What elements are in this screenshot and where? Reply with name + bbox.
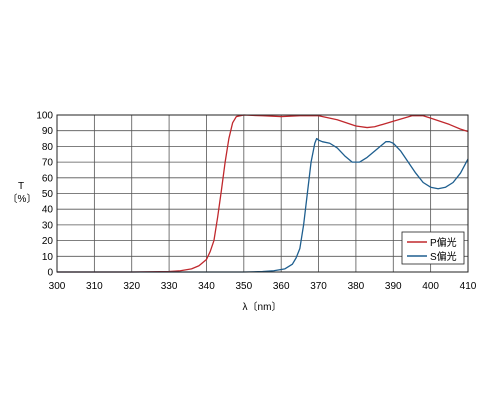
y-tick-label: 70 [42, 158, 54, 169]
y-tick-label: 100 [36, 111, 53, 122]
y-tick-label: 10 [42, 252, 54, 263]
legend-box [401, 231, 465, 265]
x-tick-label: 370 [310, 281, 327, 292]
plot-area-frame [56, 114, 469, 273]
y-axis-label-unit: 〔%〕 [8, 193, 37, 205]
y-tick-label: 80 [42, 142, 54, 153]
y-tick-label: 0 [47, 268, 53, 279]
y-tick-label: 90 [42, 126, 54, 137]
y-tick-label: 20 [42, 236, 54, 247]
x-tick-label: 380 [348, 281, 365, 292]
x-tick-label: 350 [235, 281, 252, 292]
tick-labels: 300 310 320 330 340 350 360 370 380 390 400 410 0 10 2… [36, 111, 476, 293]
x-tick-label: 330 [161, 281, 178, 292]
y-axis-label-t: T [18, 181, 24, 192]
x-tick-label: 300 [49, 281, 66, 292]
x-tick-label: 400 [422, 281, 439, 292]
y-tick-label: 40 [42, 205, 54, 216]
legend-label-s: S偏光 [430, 250, 457, 263]
x-tick-label: 320 [123, 281, 140, 292]
legend: P偏光 S偏光 [401, 231, 465, 265]
x-tick-label: 410 [460, 281, 477, 292]
x-tick-label: 340 [198, 281, 215, 292]
y-tick-label: 30 [42, 220, 54, 231]
x-axis-label: λ〔nm〕 [243, 301, 282, 313]
x-tick-label: 310 [86, 281, 103, 292]
x-tick-label: 360 [273, 281, 290, 292]
x-tick-label: 390 [385, 281, 402, 292]
y-tick-label: 60 [42, 173, 54, 184]
series-line-s-polarized [57, 137, 469, 273]
y-tick-label: 50 [42, 189, 54, 200]
legend-label-p: P偏光 [430, 236, 457, 249]
